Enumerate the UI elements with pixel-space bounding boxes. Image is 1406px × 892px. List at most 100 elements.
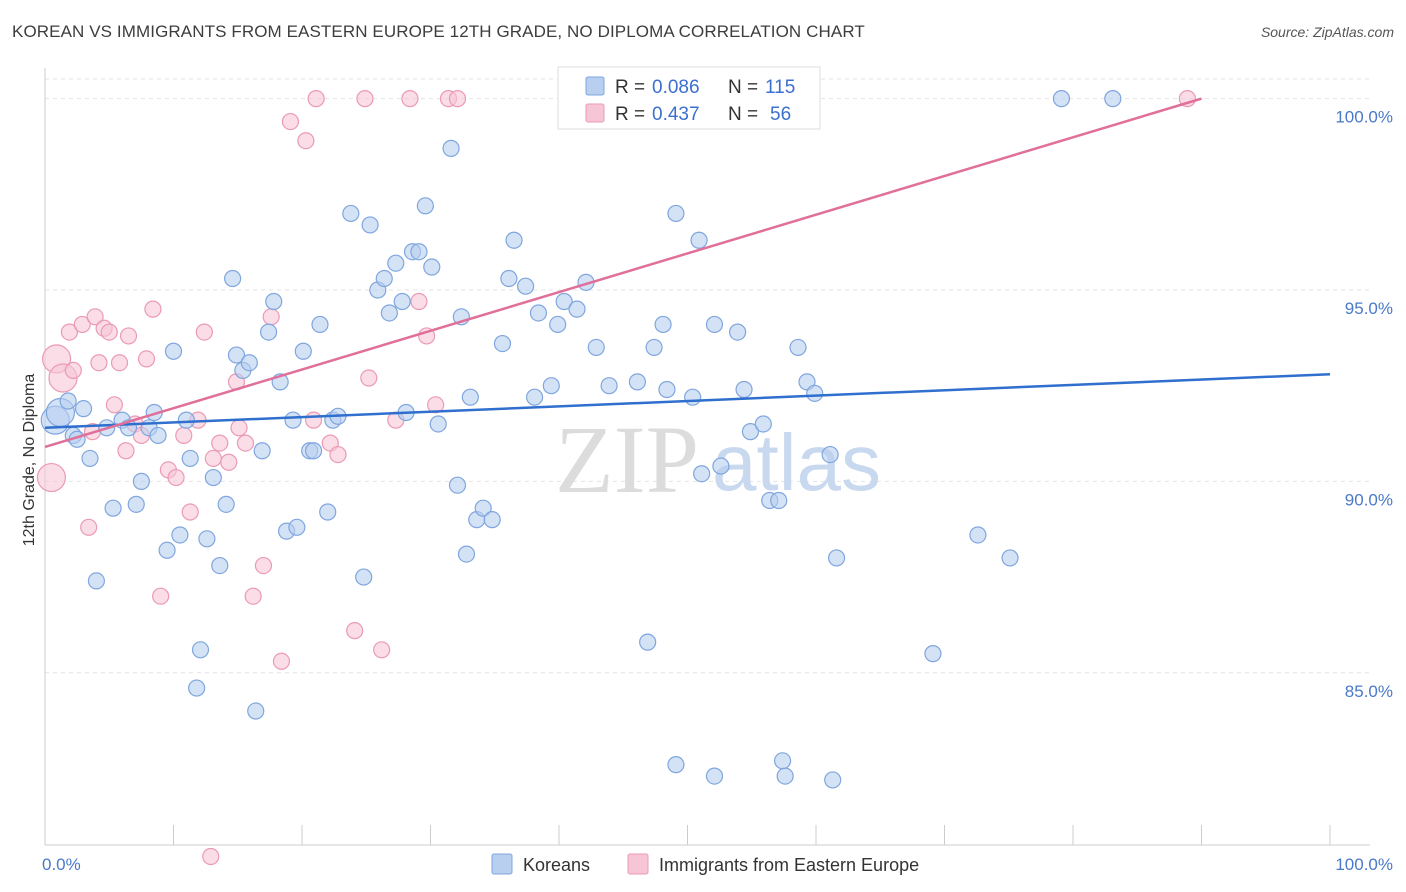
legend-eastern-swatch [585, 103, 605, 123]
korean-point-102 [789, 338, 807, 357]
korean-point-87 [658, 380, 676, 399]
eastern-point-44 [410, 292, 428, 311]
korean-point-25 [204, 468, 222, 487]
korean-point-110 [1001, 549, 1019, 567]
eastern-point-38 [329, 445, 347, 464]
korean-point-31 [240, 354, 258, 372]
korean-point-52 [380, 304, 398, 322]
korean-point-73 [525, 388, 544, 406]
eastern-point-33 [272, 652, 291, 670]
korean-point-29 [227, 346, 246, 364]
korean-point-21 [181, 449, 199, 468]
eastern-point-25 [204, 449, 222, 468]
korean-point-95 [735, 380, 753, 399]
korean-point-20 [177, 411, 195, 429]
korean-point-70 [500, 269, 518, 288]
eastern-point-8 [90, 354, 108, 372]
eastern-point-39 [346, 622, 364, 640]
bottom-legend-korean-swatch [491, 853, 513, 875]
legend-eastern-r-label: R = [615, 104, 645, 125]
bottom-legend-eastern-swatch [627, 853, 649, 875]
korean-point-69 [493, 334, 512, 353]
eastern-point-32 [262, 308, 280, 326]
eastern-point-3 [60, 323, 79, 341]
y-axis-label: 12th Grade, No Diploma [21, 374, 38, 547]
korean-point-97 [754, 415, 772, 433]
korean-point-32 [247, 702, 265, 720]
eastern-point-53 [230, 419, 248, 437]
korean-point-6 [81, 449, 99, 468]
korean-point-77 [555, 292, 573, 311]
eastern-point-43 [401, 90, 419, 108]
gridlines [45, 78, 1370, 674]
series-legend: Koreans Immigrants from Eastern Europe [491, 853, 919, 875]
korean-point-105 [821, 445, 839, 464]
watermark-zip: ZIP [555, 406, 699, 513]
eastern-point-21 [175, 426, 193, 445]
korean-point-35 [265, 292, 283, 311]
korean-point-13 [132, 472, 150, 490]
eastern-point-5 [73, 315, 91, 334]
correlation-legend: R = 0.086 N = 115 R = 0.437 N = 56 [557, 66, 821, 130]
eastern-point-35 [297, 132, 315, 150]
eastern-point-29 [236, 434, 255, 452]
korean-point-112 [1104, 90, 1122, 108]
korean-point-42 [304, 442, 323, 460]
korean-point-86 [654, 315, 672, 334]
korean-point-108 [924, 645, 942, 663]
x-tick-label-0: 0.0% [42, 855, 81, 874]
korean-points [40, 90, 1122, 789]
korean-point-47 [342, 204, 360, 223]
legend-eastern-n-label: N = [728, 104, 758, 125]
korean-point-39 [288, 518, 306, 536]
eastern-point-52 [304, 411, 323, 429]
korean-point-51 [375, 269, 393, 288]
korean-point-83 [628, 373, 646, 391]
korean-point-12 [127, 495, 145, 513]
korean-point-33 [253, 442, 271, 460]
korean-point-100 [773, 752, 792, 770]
korean-point-90 [690, 231, 708, 249]
korean-point-17 [158, 541, 176, 559]
korean-point-113 [705, 767, 724, 785]
korean-point-76 [549, 315, 567, 334]
eastern-point-48 [448, 90, 467, 108]
legend-korean-r-value: 0.086 [652, 77, 700, 98]
korean-point-5 [74, 400, 93, 418]
korean-point-58 [416, 197, 434, 215]
eastern-point-54 [117, 442, 135, 460]
eastern-point-7 [86, 308, 104, 326]
y-tick-label-0: 100.0% [1335, 108, 1393, 127]
korean-point-38 [284, 411, 302, 429]
y-tick-label-2: 90.0% [1345, 490, 1393, 509]
korean-point-57 [410, 243, 428, 261]
y-tick-label-3: 85.0% [1345, 682, 1393, 701]
korean-point-80 [587, 338, 605, 357]
legend-korean-swatch [585, 76, 605, 96]
eastern-point-24 [195, 323, 213, 341]
legend-korean-r-label: R = [615, 77, 645, 98]
eastern-point-20 [167, 468, 185, 487]
eastern-point-41 [373, 641, 391, 659]
korean-point-28 [224, 269, 242, 288]
eastern-point-11 [105, 396, 123, 414]
eastern-point-0 [36, 462, 67, 493]
korean-point-71 [505, 231, 523, 249]
korean-point-24 [198, 530, 216, 548]
korean-point-111 [1052, 90, 1071, 108]
chart-title: KOREAN VS IMMIGRANTS FROM EASTERN EUROPE… [12, 22, 865, 41]
eastern-europe-points [36, 90, 1196, 866]
legend-korean-n-label: N = [728, 77, 758, 98]
korean-point-93 [712, 457, 730, 475]
korean-point-109 [969, 526, 987, 544]
korean-point-2 [59, 392, 77, 410]
korean-point-48 [355, 568, 373, 586]
korean-point-104 [806, 384, 824, 402]
korean-point-53 [387, 254, 405, 272]
korean-point-85 [645, 338, 663, 357]
eastern-point-51 [356, 90, 374, 108]
legend-eastern-r-value: 0.437 [652, 104, 700, 125]
korean-point-54 [393, 292, 411, 311]
korean-point-88 [667, 204, 685, 223]
